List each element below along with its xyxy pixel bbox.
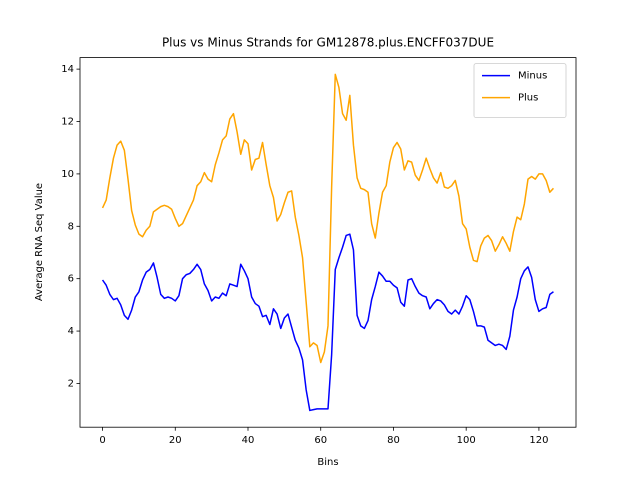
x-tick-label: 120 [529,435,548,446]
x-tick-label: 40 [242,435,255,446]
legend-label: Minus [518,71,547,82]
plot-area [101,73,555,412]
y-tick-label: 4 [68,326,74,337]
x-axis-label: Bins [317,457,338,468]
y-tick-label: 12 [61,117,74,128]
y-axis-label: Average RNA Seq Value [34,183,45,301]
y-tick-label: 14 [61,64,74,75]
x-tick-label: 0 [99,435,105,446]
series-line [101,233,554,412]
chart-title: Plus vs Minus Strands for GM12878.plus.E… [162,36,494,50]
y-tick-label: 10 [61,169,74,180]
x-tick-label: 100 [457,435,476,446]
series-line [101,73,555,364]
y-tick-label: 6 [68,274,74,285]
x-tick-label: 60 [314,435,327,446]
y-tick-label: 2 [68,378,74,389]
legend-label: Plus [518,93,538,104]
x-tick-label: 20 [169,435,182,446]
y-tick-label: 8 [68,221,74,232]
legend-box [473,63,567,118]
axes-frame [79,57,577,428]
x-tick-label: 80 [387,435,400,446]
